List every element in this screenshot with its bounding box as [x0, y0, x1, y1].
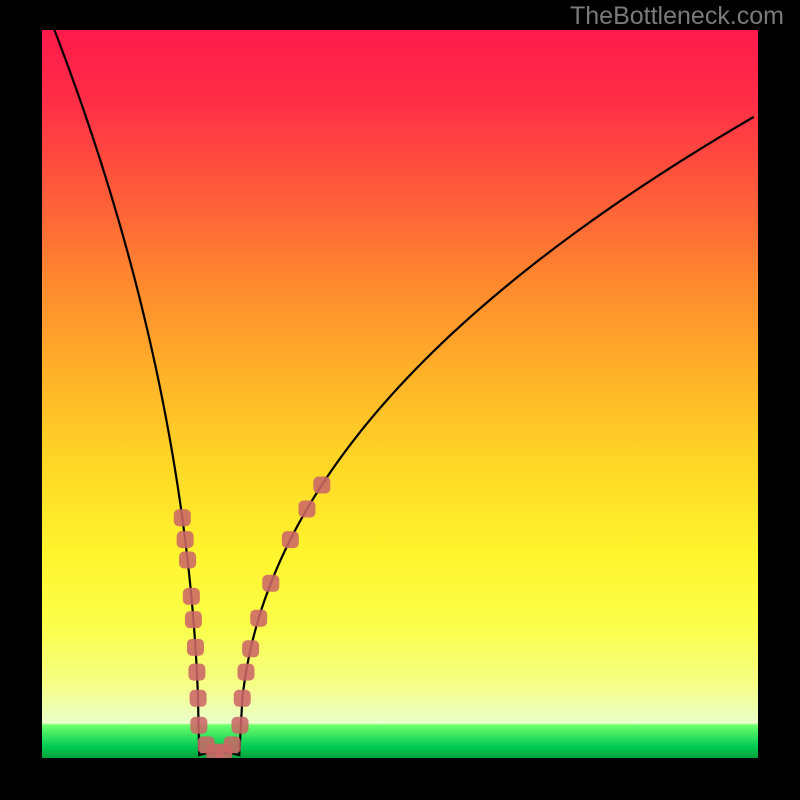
marker: [298, 501, 315, 518]
marker: [183, 588, 200, 605]
gradient-plot: [42, 30, 758, 758]
marker: [250, 610, 267, 627]
watermark-text: TheBottleneck.com: [570, 2, 784, 31]
chart-frame: TheBottleneck.com: [0, 0, 800, 800]
marker: [190, 717, 207, 734]
marker: [174, 509, 191, 526]
marker: [282, 531, 299, 548]
plot-area: [42, 30, 758, 758]
marker: [262, 575, 279, 592]
marker: [313, 477, 330, 494]
marker: [187, 639, 204, 656]
marker: [190, 690, 207, 707]
marker: [177, 531, 194, 548]
marker: [188, 664, 205, 681]
gradient-bg: [42, 30, 758, 758]
marker: [185, 611, 202, 628]
marker: [224, 736, 241, 753]
marker: [242, 640, 259, 657]
marker: [234, 690, 251, 707]
marker: [179, 551, 196, 568]
marker: [232, 717, 249, 734]
marker: [237, 664, 254, 681]
